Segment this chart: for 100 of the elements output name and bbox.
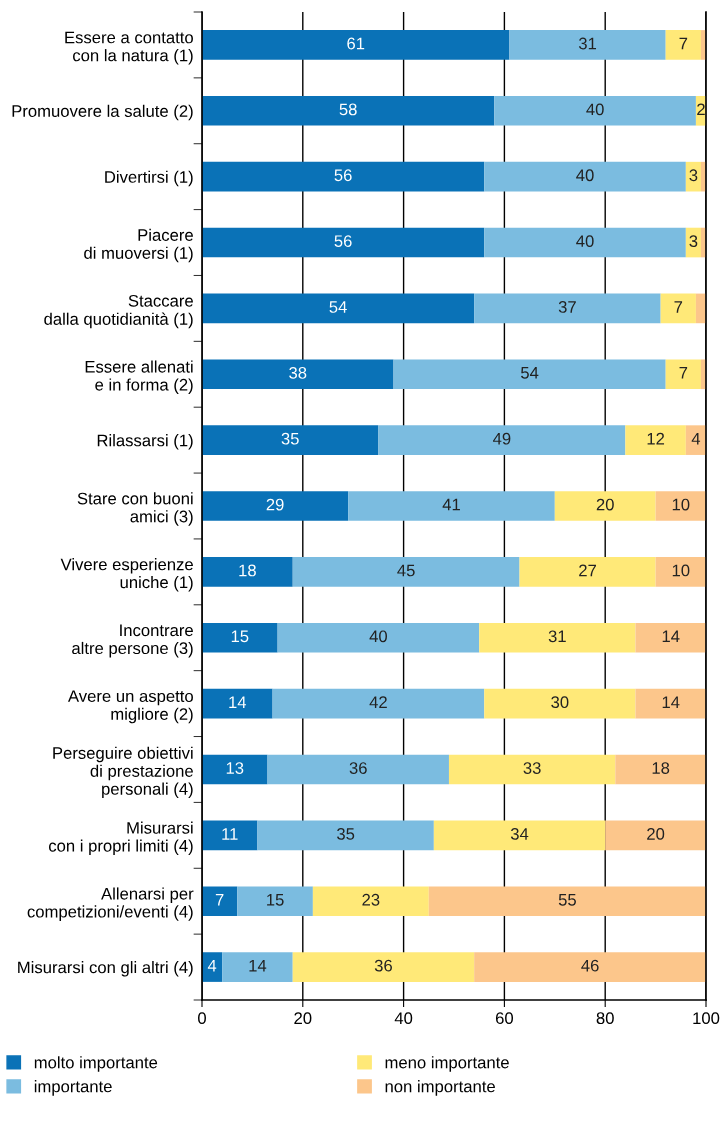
data-label: 20 [647, 828, 665, 840]
data-label: 30 [551, 696, 569, 709]
data-label: 10 [672, 564, 690, 577]
y-tick-label: Divertirsi (1) [105, 170, 193, 187]
data-label: 36 [374, 959, 392, 972]
bar [202, 820, 258, 851]
data-label: 23 [362, 893, 380, 906]
legend-label: non importante [385, 1080, 495, 1096]
data-label: 27 [579, 564, 596, 577]
data-label: 13 [226, 762, 244, 774]
data-label: 15 [231, 630, 249, 643]
data-label: 10 [672, 498, 690, 511]
data-label: 3 [689, 169, 698, 182]
bar [292, 952, 475, 982]
data-label: 7 [679, 37, 688, 50]
data-label: 31 [578, 37, 597, 50]
data-label: 33 [523, 762, 541, 774]
data-label: 40 [576, 235, 594, 248]
bar [635, 688, 706, 719]
bar [202, 95, 495, 126]
bar [605, 820, 706, 851]
bar [665, 30, 701, 60]
bar [202, 227, 485, 258]
data-label: 56 [334, 169, 352, 182]
bar [448, 754, 616, 785]
data-label: 14 [662, 630, 680, 643]
x-tick-label: 0 [198, 1012, 206, 1025]
x-tick-label: 40 [394, 1012, 413, 1025]
data-label: 7 [674, 301, 683, 313]
bar [625, 425, 686, 455]
data-label: 31 [548, 630, 566, 643]
bar [474, 293, 661, 324]
y-tick-label: Stare con buoni amici (3) [77, 492, 193, 526]
bar [257, 820, 434, 851]
bar [202, 622, 278, 653]
data-label: 54 [521, 367, 539, 379]
data-label: 37 [558, 301, 576, 313]
bar [655, 491, 706, 521]
bar [202, 425, 379, 455]
data-label: 15 [267, 894, 284, 906]
bar [202, 557, 293, 587]
data-label: 11 [222, 828, 238, 840]
data-label: 35 [337, 828, 355, 840]
bar [484, 227, 686, 258]
x-tick-label: 80 [596, 1012, 614, 1025]
bar [509, 30, 666, 60]
x-tick-label: 20 [294, 1012, 312, 1025]
bar [237, 886, 313, 917]
y-tick-label: Incontrare altre persone (3) [72, 624, 193, 658]
data-label: 14 [249, 959, 267, 972]
data-label: 18 [652, 762, 670, 774]
y-tick-label: Rilassarsi (1) [97, 434, 193, 450]
y-tick-label: Promuovere la salute (2) [12, 104, 193, 121]
data-label: 12 [647, 432, 665, 445]
bar [378, 425, 626, 455]
bar [267, 754, 449, 785]
legend-label: molto importante [34, 1056, 158, 1072]
bar [202, 754, 268, 785]
data-label: 36 [349, 762, 367, 774]
data-label: 41 [442, 498, 460, 511]
y-tick-label: Avere un aspetto migliore (2) [67, 690, 193, 724]
bar [292, 557, 520, 587]
data-label: 38 [289, 366, 307, 379]
bar [685, 425, 706, 455]
data-label: 56 [334, 235, 352, 248]
data-label: 40 [576, 169, 594, 182]
bar [479, 622, 636, 653]
bar [433, 820, 606, 851]
data-label: 61 [347, 37, 365, 50]
legend-label: importante [34, 1080, 112, 1096]
bar [474, 952, 706, 982]
bar [635, 622, 706, 653]
data-label: 58 [339, 103, 357, 116]
y-tick-label: Vivere esperienze uniche (1) [60, 558, 193, 592]
y-tick-label: Perseguire obiettivi di prestazione personali (4) [53, 746, 193, 799]
bar [428, 886, 706, 917]
data-label: 55 [558, 894, 576, 906]
bar [202, 359, 394, 390]
bar [277, 622, 480, 653]
bar [494, 95, 696, 126]
data-label: 40 [586, 103, 604, 116]
bar [202, 688, 273, 719]
data-label: 29 [266, 498, 284, 511]
data-label: 35 [281, 432, 299, 445]
data-label: 45 [397, 564, 415, 577]
data-label: 2 [697, 103, 705, 116]
bar [615, 754, 706, 785]
y-tick-label: Staccare dalla quotidianità (1) [44, 294, 193, 329]
legend-label: meno importante [385, 1056, 509, 1072]
bar [519, 557, 656, 587]
bar [202, 30, 510, 60]
data-label: 4 [207, 959, 217, 972]
data-label: 7 [679, 367, 688, 379]
bar [202, 491, 349, 521]
y-tick-label: Misurarsi con gli altri (4) [18, 961, 193, 977]
bar [554, 491, 656, 521]
y-tick-label: Essere a contatto con la natura (1) [65, 31, 193, 65]
bar [312, 886, 429, 917]
data-label: 20 [596, 498, 614, 511]
bar [222, 952, 293, 982]
